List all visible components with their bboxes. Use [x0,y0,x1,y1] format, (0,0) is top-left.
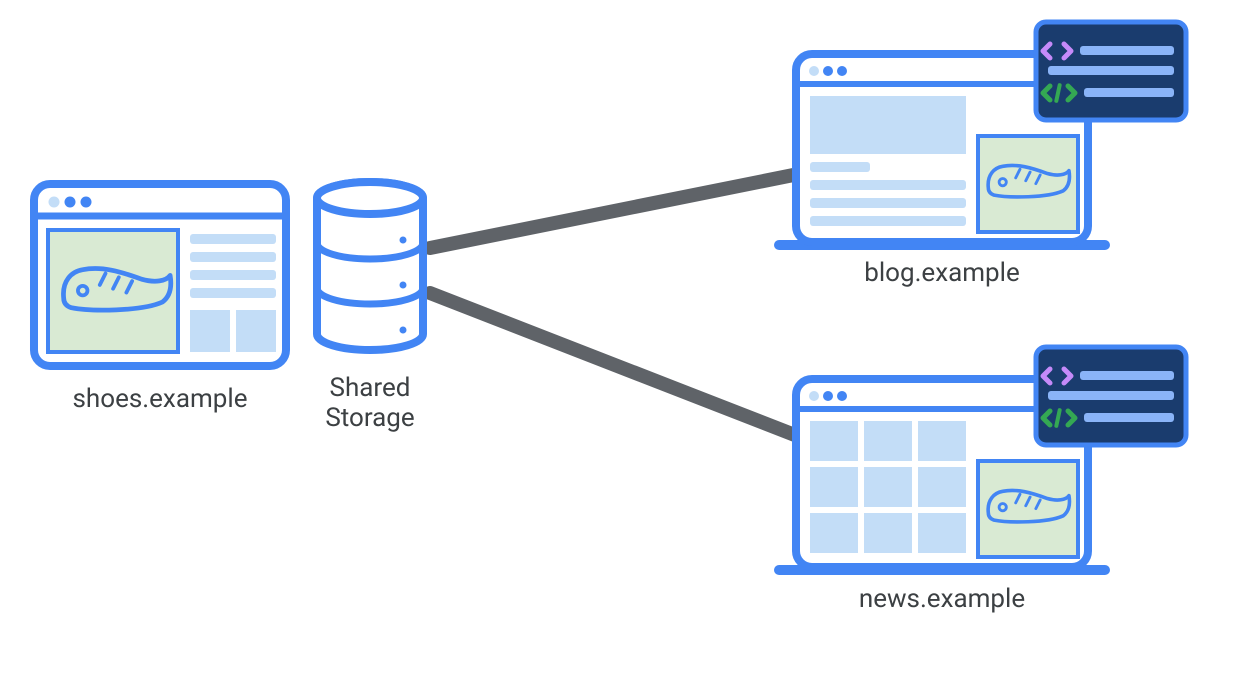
storage-label-line1: Shared [330,373,411,403]
news-label: news.example [792,584,1092,614]
database-icon [317,182,423,350]
blog-code-badge [1036,22,1186,120]
blog-label: blog.example [792,258,1092,288]
source-browser-window [34,184,286,366]
storage-label-line2: Storage [325,403,414,433]
storage-label: Shared Storage [302,374,438,434]
news-code-badge [1036,347,1186,445]
source-site-label: shoes.example [30,384,290,414]
diagram-canvas [0,0,1258,673]
